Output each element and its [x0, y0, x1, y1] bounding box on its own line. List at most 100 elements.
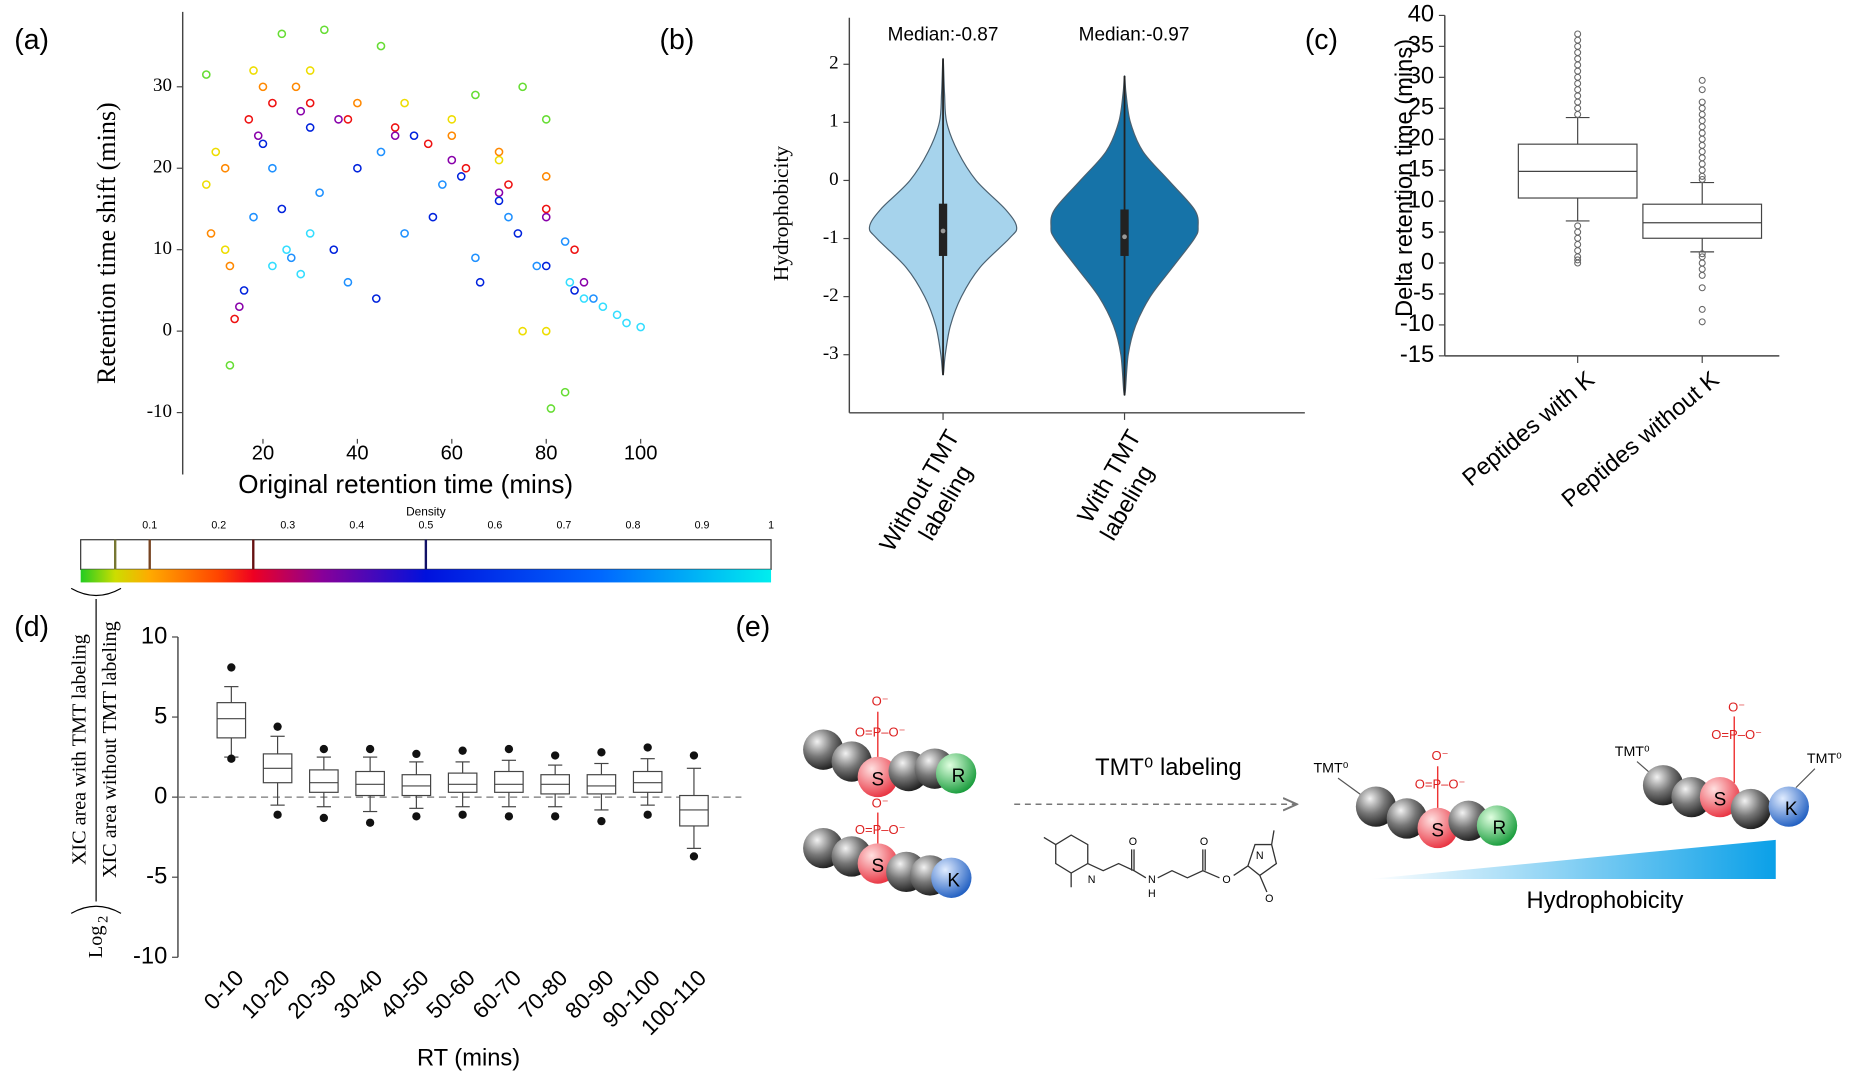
outlier — [319, 813, 329, 823]
box — [309, 769, 339, 793]
residue-label: S — [1431, 821, 1444, 842]
point — [390, 123, 400, 132]
y-tick-label: 0 — [154, 783, 167, 809]
phosphate-oxygen: O⁻ — [1432, 748, 1449, 763]
x-tick-label: 20-30 — [283, 965, 341, 1023]
box — [1642, 203, 1763, 239]
colorbar — [80, 569, 772, 583]
atom: O — [1200, 836, 1208, 848]
point — [475, 277, 485, 287]
y-tick-label: 10 — [1408, 187, 1434, 213]
outlier — [227, 663, 236, 672]
bead — [1386, 798, 1428, 839]
y-tick-label: -5 — [1413, 280, 1434, 306]
point — [400, 98, 409, 108]
phosphate-group: O=P–O⁻ — [855, 725, 906, 740]
x-tick-label: With TMTlabeling — [1071, 426, 1171, 545]
outlier — [1698, 76, 1706, 84]
outlier — [1574, 240, 1582, 248]
point — [258, 82, 268, 92]
panel-label: (e) — [735, 611, 770, 643]
bead — [1671, 776, 1712, 818]
parenthesis — [70, 905, 122, 914]
point — [225, 361, 235, 370]
x-tick-label: 50-60 — [421, 965, 479, 1023]
gradient-label: Hydrophobicity — [1527, 888, 1684, 914]
box — [494, 770, 524, 793]
residue-label: R — [952, 766, 966, 787]
outlier — [1574, 86, 1582, 94]
outlier — [1698, 305, 1706, 313]
y-axis-label: XIC area without TMT labeling — [99, 621, 121, 878]
point — [518, 82, 527, 92]
y-tick-label: -10 — [147, 401, 172, 422]
outlier — [643, 810, 652, 819]
point — [296, 106, 306, 116]
point — [428, 212, 438, 222]
x-tick-label: 10-20 — [236, 965, 294, 1023]
point — [494, 155, 504, 165]
y-tick-label: -15 — [1400, 342, 1434, 368]
outlier — [412, 812, 421, 821]
violin-iqr — [1120, 209, 1129, 256]
atom: O — [1222, 874, 1230, 886]
point — [518, 326, 527, 336]
panel-label: (c) — [1305, 24, 1338, 56]
y-tick-label: 1 — [829, 111, 838, 132]
outlier — [1574, 92, 1582, 100]
point — [513, 229, 523, 238]
point — [343, 277, 353, 287]
y-tick-label: 10 — [153, 238, 172, 259]
point — [376, 41, 386, 51]
y-axis-label: Hydrophobicity — [769, 146, 793, 281]
outlier — [319, 744, 329, 754]
outlier — [1698, 123, 1706, 131]
point — [541, 115, 551, 124]
violin-median — [940, 228, 946, 234]
point — [201, 180, 211, 189]
outlier — [1698, 271, 1706, 279]
x-axis-label: RT (mins) — [417, 1046, 520, 1072]
panel-label: (d) — [14, 611, 49, 643]
point — [239, 286, 249, 295]
point — [390, 131, 400, 140]
bead — [1355, 786, 1397, 827]
x-tick-label: 100 — [624, 443, 658, 465]
point — [230, 314, 239, 324]
point — [206, 229, 216, 238]
y-axis-label: Retention time shift (mins) — [92, 102, 121, 384]
atom: O — [1129, 836, 1137, 848]
panel-label: (a) — [14, 24, 49, 56]
point — [334, 115, 343, 124]
y-tick-label: 5 — [1421, 218, 1434, 244]
y-tick-label: 20 — [1408, 125, 1434, 151]
outlier — [1574, 30, 1582, 38]
phosphate-oxygen: O⁻ — [872, 796, 889, 811]
violin-median — [1122, 234, 1127, 240]
point — [291, 82, 301, 92]
point — [494, 147, 504, 157]
y-tick-label: 30 — [153, 75, 172, 96]
x-tick-label: 80 — [535, 443, 557, 465]
tag-label: TMT⁰ — [1807, 751, 1842, 767]
outlier — [412, 749, 421, 759]
point — [376, 147, 386, 157]
box — [216, 702, 247, 739]
outlier — [1574, 55, 1582, 63]
point — [423, 139, 433, 149]
outlier — [1574, 67, 1582, 75]
outlier — [1698, 104, 1706, 112]
y-axis-label: Delta retention time (mins) — [1392, 39, 1418, 317]
outlier — [504, 812, 514, 821]
outlier — [1574, 36, 1582, 44]
outlier — [1574, 80, 1582, 88]
point — [579, 294, 589, 303]
x-tick-label: 60-70 — [468, 965, 526, 1023]
y-tick-label: -10 — [1400, 311, 1434, 337]
atom: N — [1256, 850, 1264, 862]
colorbar-tick-label: 0.3 — [280, 519, 295, 531]
outlier — [551, 812, 560, 821]
diagram: (e) O⁻ O=P–O⁻ S R O⁻ O=P–O⁻ S K TMT⁰ lab… — [735, 611, 1842, 914]
point — [286, 253, 296, 263]
